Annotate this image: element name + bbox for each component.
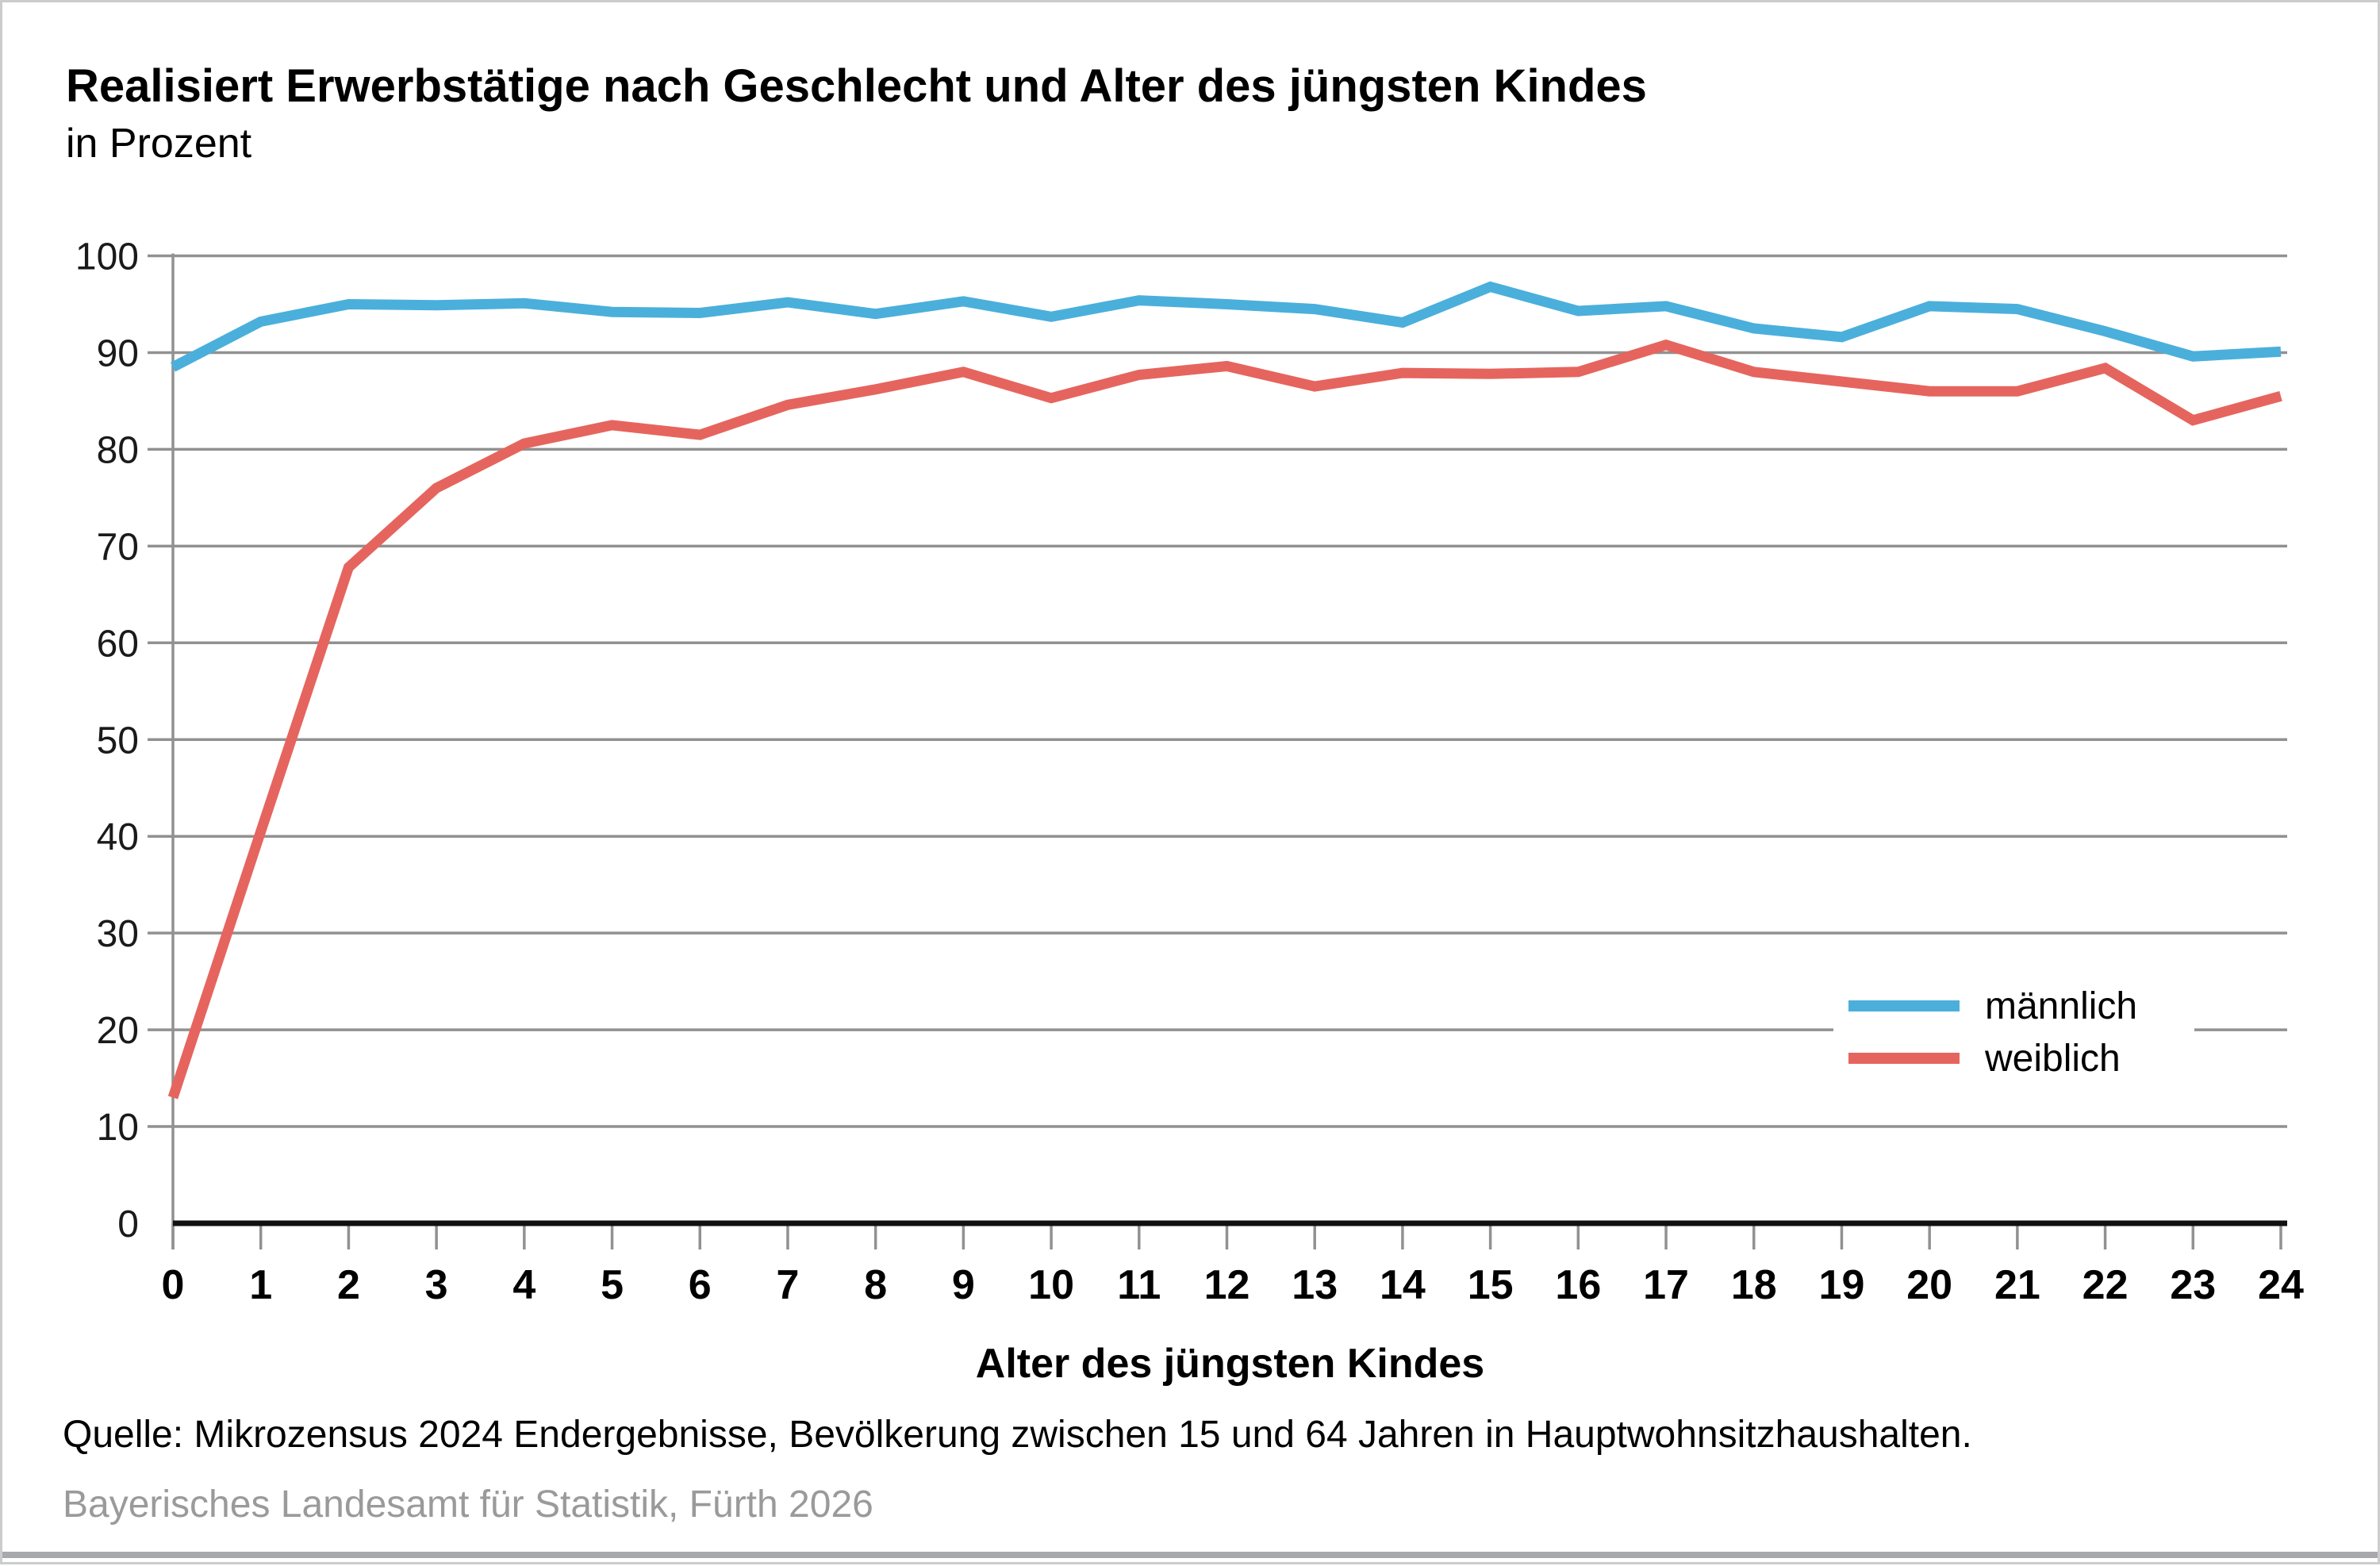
publisher-note: Bayerisches Landesamt für Statistik, Für… <box>63 1483 873 1526</box>
x-tick-label-21: 21 <box>1994 1262 2040 1308</box>
legend-swatch-weiblich-line <box>1848 1053 1960 1064</box>
x-tick-label-5: 5 <box>601 1262 624 1308</box>
x-tick-label-13: 13 <box>1292 1262 1338 1308</box>
x-tick-label-12: 12 <box>1204 1262 1250 1308</box>
legend-item-maennlich: männlich <box>1848 980 2194 1032</box>
x-tick-label-11: 11 <box>1117 1262 1161 1308</box>
x-tick-label-9: 9 <box>952 1262 975 1308</box>
x-tick-label-14: 14 <box>1380 1262 1426 1308</box>
x-tick-label-20: 20 <box>1906 1262 1952 1308</box>
legend-item-weiblich: weiblich <box>1848 1032 2194 1084</box>
y-tick-label-0: 0 <box>117 1203 139 1246</box>
y-tick-label-50: 50 <box>97 720 139 762</box>
y-tick-label-90: 90 <box>97 332 139 374</box>
x-tick-label-10: 10 <box>1028 1262 1074 1308</box>
x-tick-label-2: 2 <box>337 1262 360 1308</box>
y-tick-label-60: 60 <box>97 623 139 665</box>
y-tick-label-40: 40 <box>97 816 139 858</box>
x-tick-label-7: 7 <box>776 1262 799 1308</box>
x-tick-label-3: 3 <box>425 1262 448 1308</box>
x-tick-label-16: 16 <box>1555 1262 1601 1308</box>
source-note: Quelle: Mikrozensus 2024 Endergebnisse, … <box>63 1414 1972 1456</box>
y-tick-label-20: 20 <box>97 1010 139 1052</box>
x-tick-label-4: 4 <box>512 1262 536 1308</box>
bottom-border-bar <box>2 1552 2378 1558</box>
x-tick-label-0: 0 <box>162 1262 185 1308</box>
legend-label-weiblich: weiblich <box>1985 1037 2121 1080</box>
x-tick-label-23: 23 <box>2170 1262 2216 1308</box>
x-tick-label-15: 15 <box>1468 1262 1514 1308</box>
x-tick-label-22: 22 <box>2082 1262 2129 1308</box>
legend-label-maennlich: männlich <box>1985 985 2138 1027</box>
x-tick-label-19: 19 <box>1819 1262 1865 1308</box>
x-tick-label-24: 24 <box>2258 1262 2304 1308</box>
y-tick-label-30: 30 <box>97 913 139 955</box>
x-tick-label-18: 18 <box>1731 1262 1777 1308</box>
series-line-maennlich <box>171 281 2282 372</box>
y-tick-label-70: 70 <box>97 526 139 568</box>
legend: männlich weiblich <box>1833 977 2194 1091</box>
chart-subtitle: in Prozent <box>66 121 252 167</box>
x-tick-label-17: 17 <box>1643 1262 1689 1308</box>
x-tick-label-8: 8 <box>864 1262 887 1308</box>
x-axis-title: Alter des jüngsten Kindes <box>975 1341 1485 1387</box>
y-tick-label-10: 10 <box>97 1107 139 1149</box>
series-line-weiblich <box>167 339 2282 1100</box>
x-tick-label-1: 1 <box>249 1262 272 1308</box>
x-tick-label-6: 6 <box>689 1262 712 1308</box>
y-tick-label-100: 100 <box>75 236 139 278</box>
chart-title: Realisiert Erwerbstätige nach Geschlecht… <box>66 60 1647 112</box>
y-tick-label-80: 80 <box>97 429 139 471</box>
legend-swatch-maennlich-line <box>1848 1000 1960 1011</box>
